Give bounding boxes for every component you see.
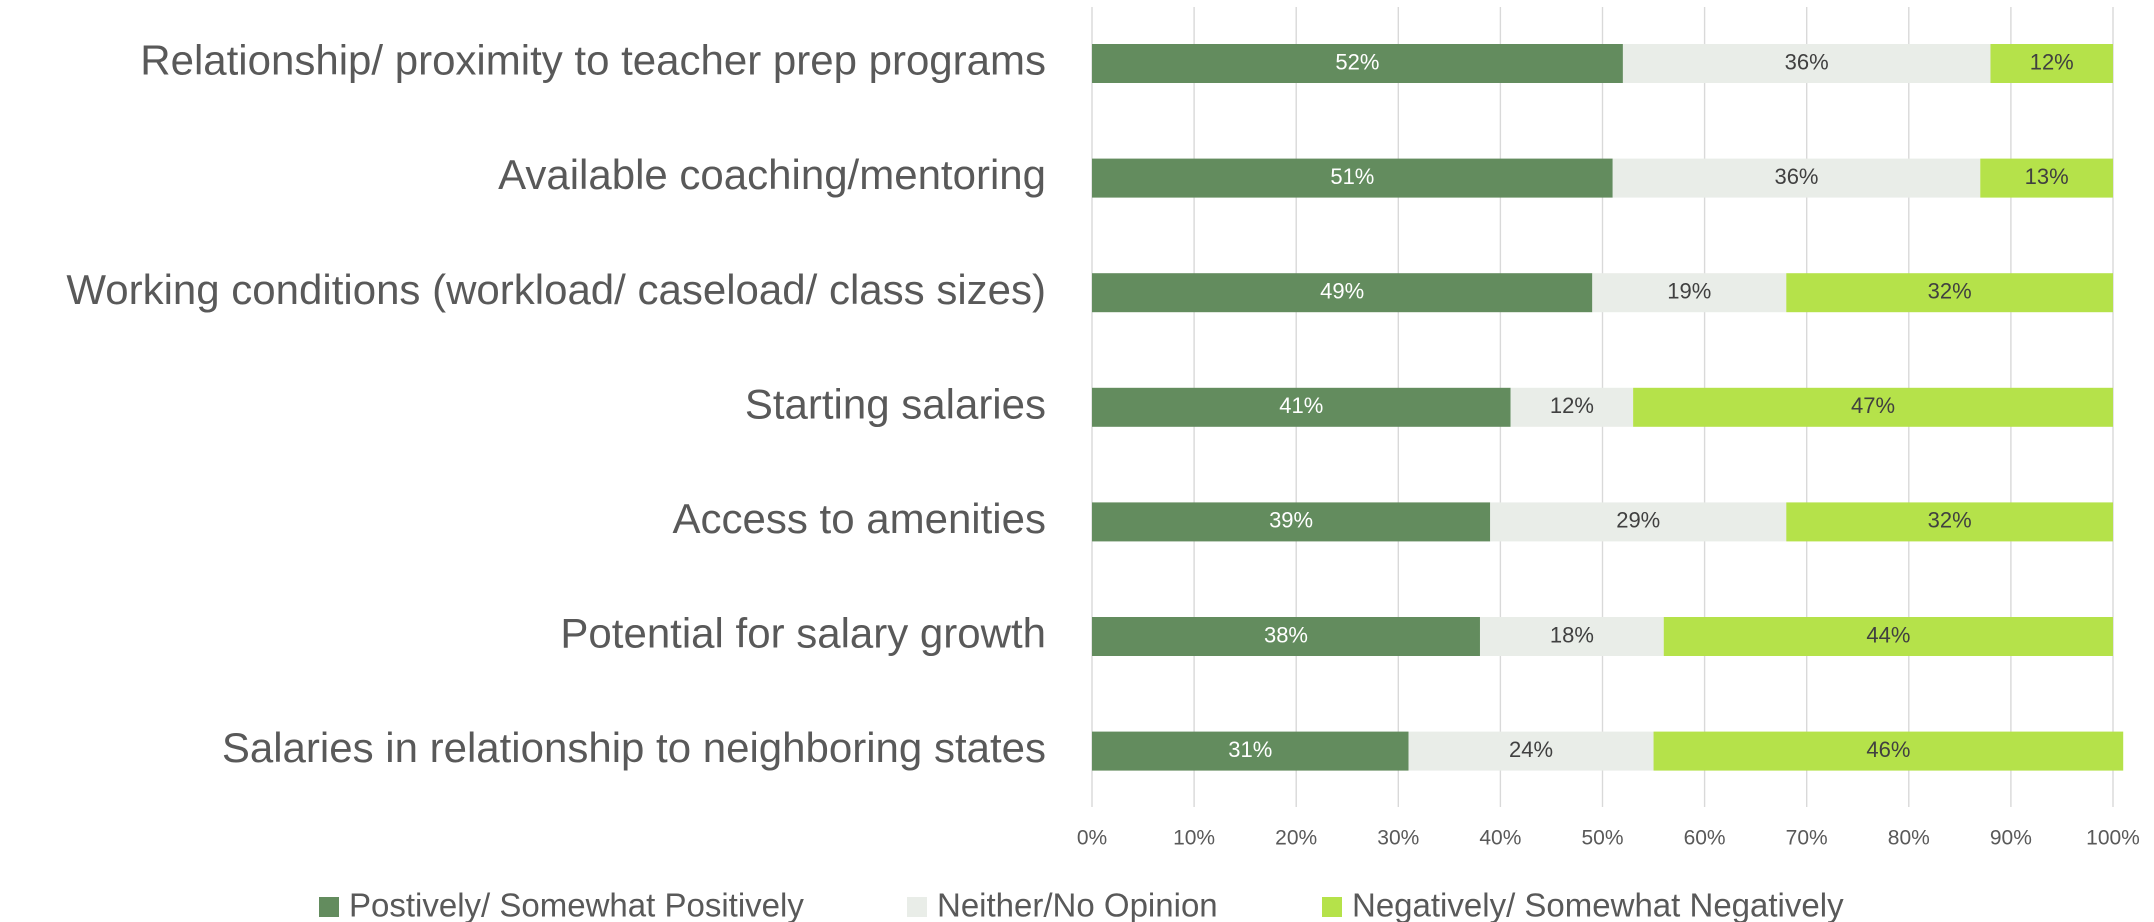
bar-segment xyxy=(1990,44,2113,83)
data-label: 51% xyxy=(1330,164,1374,189)
bar-segment xyxy=(1980,158,2113,198)
x-tick-label: 90% xyxy=(1990,827,2032,850)
x-tick-label: 100% xyxy=(2086,827,2140,850)
x-tick-label: 20% xyxy=(1275,827,1317,850)
category-label: Potential for salary growth xyxy=(560,610,1046,657)
x-tick-label: 70% xyxy=(1786,827,1828,850)
data-label: 36% xyxy=(1785,49,1829,74)
bar-segment xyxy=(1786,502,2113,542)
bar-segment xyxy=(1612,158,1981,198)
data-label: 12% xyxy=(2030,49,2074,74)
bar-segment xyxy=(1622,44,1991,83)
data-label: 13% xyxy=(2025,164,2069,189)
data-label: 52% xyxy=(1335,49,1379,74)
data-label: 32% xyxy=(1928,508,1972,533)
data-label: 36% xyxy=(1774,164,1818,189)
bar-segment xyxy=(1092,44,1623,83)
data-label: 29% xyxy=(1616,508,1660,533)
bar-segment xyxy=(1633,387,2113,427)
data-label: 38% xyxy=(1264,622,1308,647)
x-tick-label: 60% xyxy=(1684,827,1726,850)
category-label: Working conditions (workload/ caseload/ … xyxy=(66,266,1046,313)
bar-segment xyxy=(1092,502,1491,542)
bar-segment xyxy=(1479,617,1664,656)
x-tick-label: 40% xyxy=(1479,827,1521,850)
data-label: 12% xyxy=(1550,393,1594,418)
bar-segment xyxy=(1490,502,1787,542)
bar-segment xyxy=(1786,273,2113,313)
legend-swatch xyxy=(1322,897,1342,917)
bar-segment xyxy=(1592,273,1787,313)
x-tick-label: 80% xyxy=(1888,827,1930,850)
x-tick-label: 0% xyxy=(1077,827,1107,850)
category-label: Starting salaries xyxy=(745,380,1046,427)
category-label: Relationship/ proximity to teacher prep … xyxy=(140,37,1046,84)
data-label: 19% xyxy=(1667,279,1711,304)
bar-segment xyxy=(1092,617,1480,656)
bar-segment xyxy=(1092,731,1409,771)
bar-segment xyxy=(1510,387,1634,427)
bar-segment xyxy=(1092,387,1511,427)
data-label: 39% xyxy=(1269,508,1313,533)
data-label: 47% xyxy=(1851,393,1895,418)
category-label: Access to amenities xyxy=(673,495,1047,542)
bar-segment xyxy=(1092,158,1613,198)
bar-segment xyxy=(1408,731,1654,771)
legend-label: Negatively/ Somewhat Negatively xyxy=(1352,887,1844,922)
data-label: 41% xyxy=(1279,393,1323,418)
category-label: Available coaching/mentoring xyxy=(498,151,1046,198)
legend-label: Neither/No Opinion xyxy=(937,887,1218,922)
data-label: 49% xyxy=(1320,279,1364,304)
legend-swatch xyxy=(907,897,927,917)
bar-segment xyxy=(1092,273,1593,313)
category-label: Salaries in relationship to neighboring … xyxy=(222,724,1046,771)
x-tick-label: 50% xyxy=(1581,827,1623,850)
x-tick-label: 30% xyxy=(1377,827,1419,850)
legend-label: Postively/ Somewhat Positively xyxy=(349,887,804,922)
data-label: 46% xyxy=(1866,737,1910,762)
data-label: 44% xyxy=(1866,622,1910,647)
bar-segment xyxy=(1653,731,2124,771)
legend-swatch xyxy=(319,897,339,917)
data-label: 32% xyxy=(1928,279,1972,304)
data-label: 24% xyxy=(1509,737,1553,762)
data-label: 31% xyxy=(1228,737,1272,762)
data-label: 18% xyxy=(1550,622,1594,647)
x-tick-label: 10% xyxy=(1173,827,1215,850)
bar-segment xyxy=(1663,617,2113,656)
